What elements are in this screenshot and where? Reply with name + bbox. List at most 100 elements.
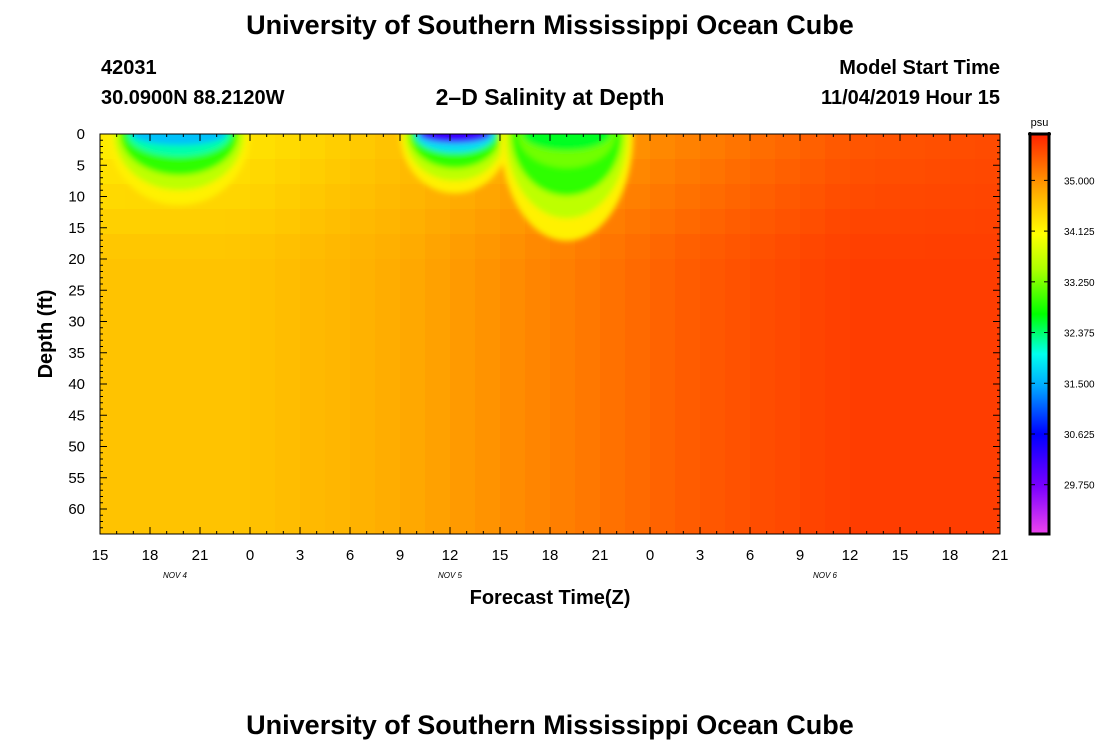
heatmap-cell <box>325 209 351 235</box>
heatmap-cell <box>975 134 1000 160</box>
heatmap-cell <box>875 134 901 160</box>
heatmap-cell <box>825 459 851 485</box>
heatmap-cell <box>350 409 376 435</box>
heatmap-cell <box>400 459 426 485</box>
heatmap-cell <box>875 459 901 485</box>
heatmap-cell <box>300 409 326 435</box>
heatmap-cell <box>275 509 301 534</box>
heatmap-cell <box>275 234 301 260</box>
heatmap-cell <box>725 159 751 185</box>
y-tick-label: 30 <box>68 314 85 331</box>
heatmap-cell <box>600 234 626 260</box>
heatmap-cell <box>200 409 226 435</box>
heatmap-cell <box>950 309 976 335</box>
heatmap-cell <box>725 359 751 385</box>
x-tick-label: 6 <box>346 547 354 564</box>
x-tick-label: 0 <box>646 547 654 564</box>
heatmap-cell <box>675 234 701 260</box>
heatmap-cell <box>800 409 826 435</box>
heatmap-cell <box>925 309 951 335</box>
heatmap-cell <box>150 284 176 310</box>
heatmap-cell <box>950 434 976 460</box>
heatmap-cell <box>800 484 826 510</box>
heatmap-cell <box>225 309 251 335</box>
y-tick-label: 5 <box>77 157 85 174</box>
x-tick-label: 0 <box>246 547 254 564</box>
colorbar-tick-label: 32.375 <box>1064 329 1095 340</box>
heatmap-cell <box>850 359 876 385</box>
heatmap-cell <box>475 334 501 360</box>
heatmap-cell <box>550 334 576 360</box>
heatmap-cell <box>225 384 251 410</box>
colorbar-unit: psu <box>1031 117 1049 129</box>
heatmap-cell <box>300 259 326 285</box>
colorbar-tick-label: 33.250 <box>1064 278 1095 289</box>
heatmap-cell <box>525 309 551 335</box>
heatmap-cell <box>150 334 176 360</box>
heatmap-cell <box>500 284 526 310</box>
colorbar-tick-label: 29.750 <box>1064 481 1095 492</box>
heatmap-cell <box>475 509 501 534</box>
heatmap-cell <box>425 459 451 485</box>
heatmap-cell <box>875 359 901 385</box>
x-tick-label: 15 <box>892 547 909 564</box>
heatmap-cell <box>775 409 801 435</box>
heatmap-cell <box>550 484 576 510</box>
heatmap-cell <box>350 434 376 460</box>
heatmap-cell <box>650 209 676 235</box>
heatmap-cell <box>975 284 1000 310</box>
low-salinity-plume <box>132 134 227 146</box>
heatmap-cell <box>800 309 826 335</box>
heatmap-cell <box>275 184 301 210</box>
heatmap-cell <box>925 484 951 510</box>
heatmap-cell <box>875 309 901 335</box>
heatmap-cell <box>350 234 376 260</box>
heatmap-cell <box>525 509 551 534</box>
heatmap-cell <box>850 209 876 235</box>
heatmap-cell <box>525 484 551 510</box>
heatmap-cell <box>550 309 576 335</box>
heatmap-cell <box>825 359 851 385</box>
heatmap-cell <box>100 459 126 485</box>
heatmap-cell <box>900 234 926 260</box>
heatmap-cell <box>450 284 476 310</box>
heatmap-cell <box>475 259 501 285</box>
heatmap-cell <box>675 384 701 410</box>
heatmap-cell <box>250 409 276 435</box>
heatmap-cell <box>750 259 776 285</box>
heatmap-cell <box>100 234 126 260</box>
heatmap-cell <box>700 309 726 335</box>
heatmap-cell <box>575 334 601 360</box>
heatmap-cell <box>825 184 851 210</box>
heatmap-cell <box>400 259 426 285</box>
heatmap-cell <box>225 184 251 210</box>
heatmap-cell <box>250 209 276 235</box>
heatmap-cell <box>275 284 301 310</box>
heatmap-cell <box>575 259 601 285</box>
heatmap-cell <box>300 434 326 460</box>
heatmap-cell <box>975 509 1000 534</box>
heatmap-cell <box>325 359 351 385</box>
heatmap-cell <box>350 259 376 285</box>
heatmap-cell <box>375 209 401 235</box>
heatmap-cell <box>450 484 476 510</box>
heatmap-cell <box>475 409 501 435</box>
heatmap-cell <box>800 259 826 285</box>
heatmap-cell <box>450 409 476 435</box>
heatmap-cell <box>575 284 601 310</box>
heatmap-cell <box>250 234 276 260</box>
heatmap-cell <box>450 309 476 335</box>
heatmap-cell <box>775 359 801 385</box>
heatmap-cell <box>975 159 1000 185</box>
heatmap-cell <box>600 459 626 485</box>
heatmap-cell <box>325 434 351 460</box>
heatmap-cell <box>225 259 251 285</box>
heatmap-cell <box>975 359 1000 385</box>
heatmap-cell <box>150 259 176 285</box>
heatmap-cell <box>400 309 426 335</box>
heatmap-cell <box>900 384 926 410</box>
y-tick-label: 10 <box>68 189 85 206</box>
heatmap-cell <box>825 484 851 510</box>
heatmap-cell <box>275 384 301 410</box>
heatmap-cell <box>675 159 701 185</box>
